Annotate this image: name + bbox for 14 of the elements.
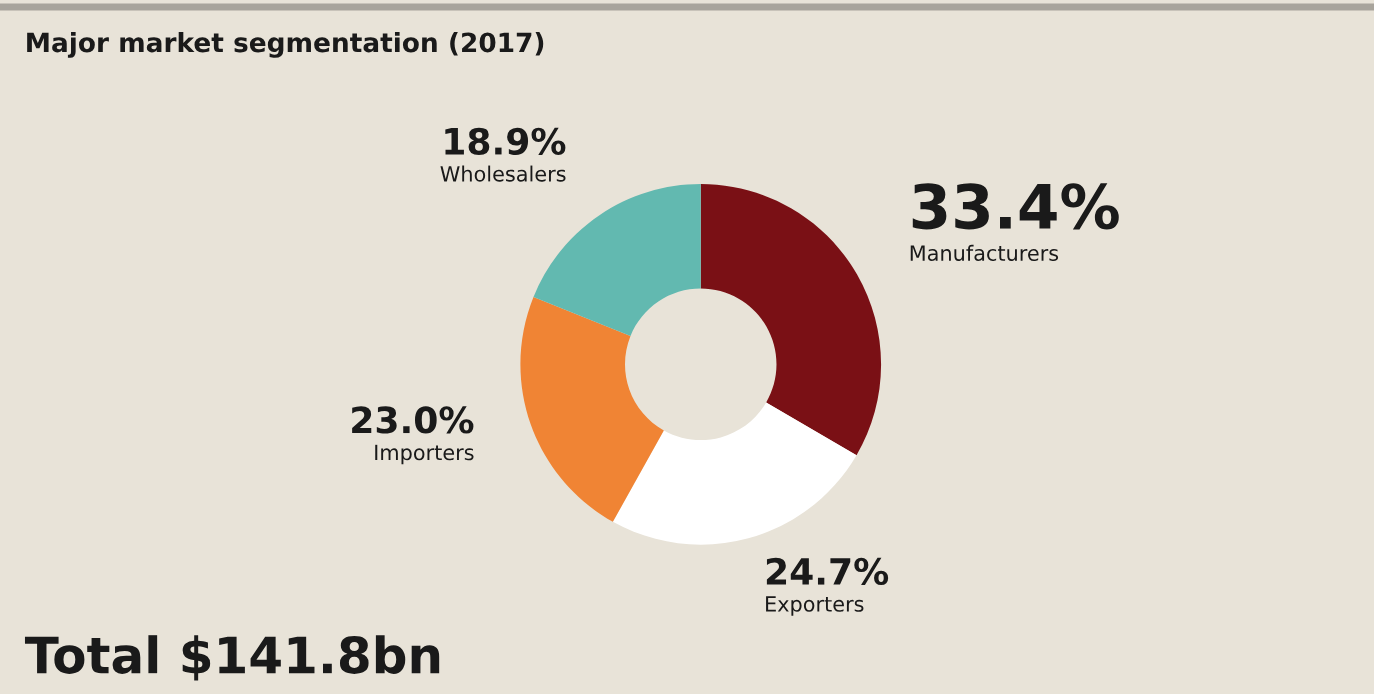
donut-slice	[700, 184, 882, 456]
data-label: 18.9%	[445, 127, 566, 155]
slice-label: Exporters	[766, 596, 864, 616]
text: Total $141.8bn	[24, 635, 440, 681]
data-label: 24.7%	[766, 557, 889, 586]
donut-slice	[520, 296, 664, 522]
slice-label: Manufacturers	[910, 244, 1059, 261]
data-label: 33.4%	[912, 183, 1119, 230]
data-label: 23.0%	[352, 406, 474, 434]
slice-label: Wholesalers	[440, 165, 566, 182]
donut-slice	[612, 402, 857, 545]
slice-label: Importers	[375, 444, 474, 465]
chart-title: Major market segmentation (2017)	[27, 32, 544, 58]
donut-slice	[533, 184, 701, 337]
